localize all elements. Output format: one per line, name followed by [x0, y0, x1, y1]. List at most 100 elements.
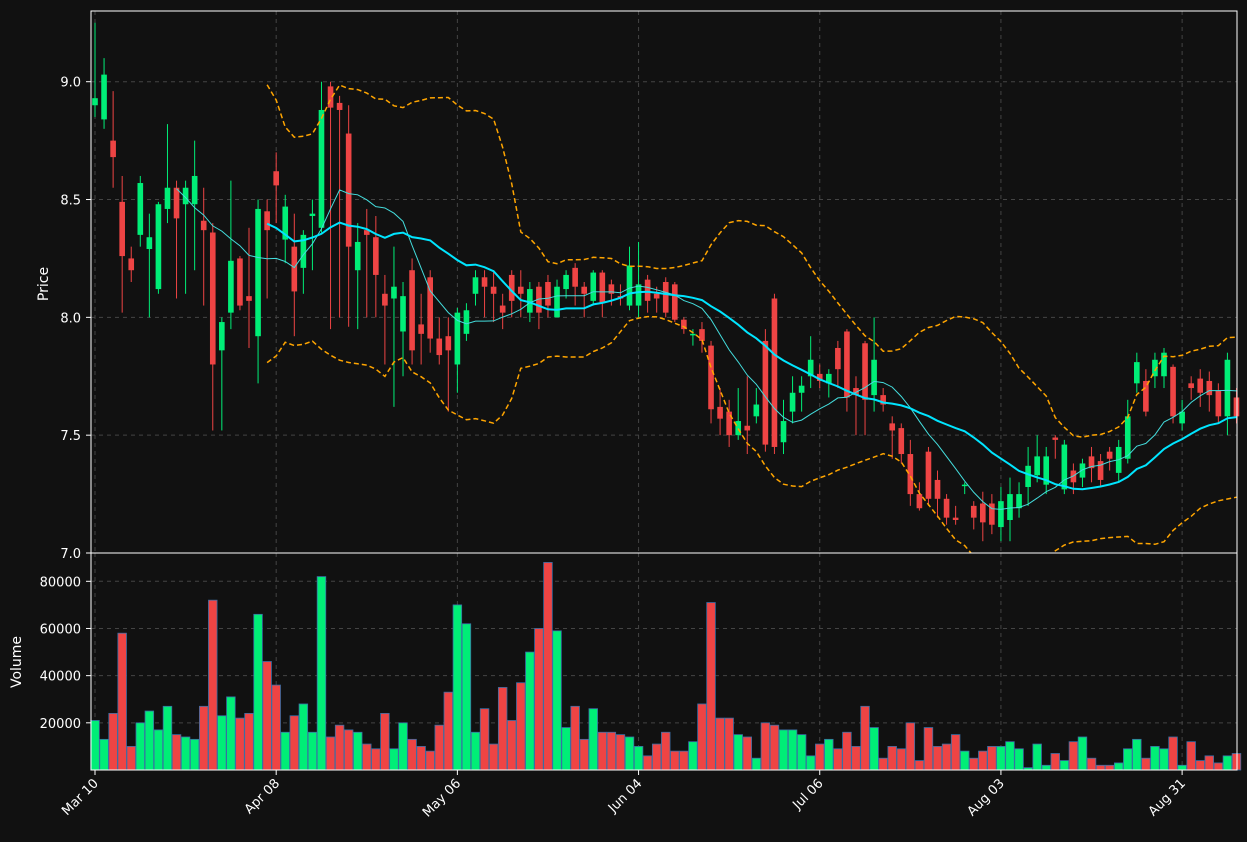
candle-body	[164, 187, 171, 209]
volume-bar	[452, 604, 463, 771]
candle-body	[925, 451, 932, 499]
candle-body	[1170, 366, 1176, 417]
candle-body	[436, 338, 443, 356]
volume-bar	[262, 661, 272, 771]
volume-bar	[778, 729, 789, 771]
volume-bar	[1005, 741, 1015, 771]
candle-body	[771, 298, 778, 447]
candle-body	[282, 206, 289, 240]
volume-bar	[661, 731, 671, 771]
volume-bar	[1086, 757, 1097, 771]
candle-body	[889, 423, 896, 431]
candle-body	[744, 425, 751, 431]
candle-body	[1034, 456, 1040, 476]
candle-body	[835, 347, 841, 370]
volume-tick-label: 60000	[40, 622, 81, 637]
candle-body	[182, 187, 189, 205]
volume-bar	[1041, 764, 1051, 771]
candle-body	[363, 230, 370, 235]
volume-bar	[353, 731, 363, 771]
candle-body	[318, 109, 325, 228]
volume-y-axis: 20000 40000 60000 80000	[40, 575, 91, 732]
candle-body	[762, 340, 769, 445]
candle-body	[545, 282, 551, 306]
candle-body	[789, 392, 796, 412]
volume-bar	[1068, 741, 1079, 771]
volume-bar	[1032, 743, 1042, 771]
candle-body	[173, 187, 180, 219]
candle-body	[354, 241, 361, 271]
volume-bar	[688, 741, 698, 771]
candle-body	[780, 421, 787, 443]
volume-bar	[1095, 764, 1106, 771]
candle-body	[644, 279, 651, 301]
volume-bar	[1159, 748, 1169, 771]
candle-body	[499, 305, 506, 313]
volume-bar	[543, 562, 553, 771]
candle-body	[427, 277, 434, 339]
volume-bar	[108, 712, 118, 771]
volume-bar	[434, 724, 444, 771]
candle-body	[1179, 411, 1185, 424]
volume-bar	[1195, 760, 1205, 771]
candle-body	[1152, 359, 1158, 377]
volume-bar	[425, 750, 435, 771]
candle-body	[1233, 397, 1240, 417]
candle-body	[1188, 383, 1194, 389]
candle-body	[681, 319, 687, 330]
candle-body	[943, 498, 950, 518]
volume-bar	[896, 748, 906, 771]
volume-bar	[633, 746, 644, 771]
candle-body	[699, 329, 705, 341]
candle-body	[1161, 352, 1167, 377]
price-axis-title: Price	[36, 267, 52, 301]
volume-bar	[941, 743, 952, 771]
candle-body	[1143, 380, 1149, 412]
candle-body	[463, 310, 470, 334]
volume-bar	[1168, 736, 1178, 771]
candle-body	[671, 284, 678, 320]
volume-bar	[289, 715, 300, 771]
volume-bar	[479, 708, 490, 771]
candle-body	[980, 503, 986, 523]
candle-body	[454, 312, 461, 365]
candle-body	[264, 211, 270, 231]
candle-body	[726, 411, 732, 436]
volume-bar	[398, 722, 408, 771]
volume-bar	[217, 715, 227, 771]
volume-bar	[978, 750, 988, 771]
volume-bar	[642, 755, 653, 771]
volume-bar	[362, 743, 372, 771]
price-tick-label: 9.0	[60, 76, 81, 91]
volume-panel-frame	[90, 552, 1238, 771]
volume-bar	[815, 743, 825, 771]
candle-body	[345, 133, 352, 247]
candle-body	[717, 406, 723, 419]
candle-body	[1206, 380, 1213, 396]
candle-body	[137, 183, 144, 235]
volume-bar	[507, 720, 517, 771]
volume-axis-title: Volume	[9, 636, 25, 688]
volume-bar	[325, 736, 336, 771]
volume-tick-label: 80000	[40, 575, 81, 590]
candle-body	[753, 404, 760, 417]
candle-body	[572, 267, 578, 287]
candle-body	[907, 454, 914, 495]
candle-body	[853, 388, 859, 396]
candle-body	[400, 296, 406, 332]
candle-body	[599, 272, 606, 304]
candle-body	[300, 234, 307, 268]
candle-body	[1224, 359, 1231, 417]
volume-bar	[787, 729, 798, 771]
volume-bar	[180, 736, 191, 771]
volume-bar	[715, 717, 725, 771]
volume-bar	[226, 696, 236, 771]
candle-body	[1052, 437, 1059, 440]
volume-bar	[769, 724, 780, 771]
volume-bar	[516, 682, 526, 771]
volume-bar	[135, 722, 145, 771]
volume-bar	[796, 734, 807, 771]
volume-bar	[1113, 762, 1124, 771]
bollinger-lower-line	[266, 315, 1237, 553]
price-y-axis: 7.0 7.5 8.0 8.5 9.0	[60, 76, 91, 562]
